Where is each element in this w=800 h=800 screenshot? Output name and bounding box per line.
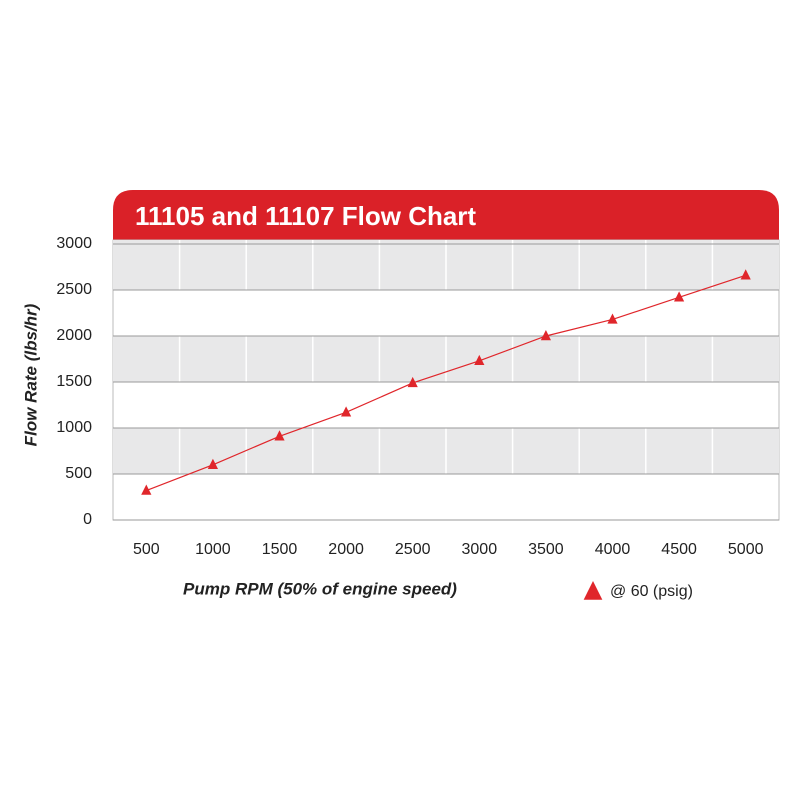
point-marker — [341, 406, 352, 417]
x-tick-label: 4000 — [595, 541, 631, 558]
x-tick-label: 2500 — [395, 541, 431, 558]
point-marker — [274, 430, 285, 441]
y-axis-label: Flow Rate (lbs/hr) — [21, 303, 40, 446]
point-marker — [207, 458, 218, 469]
point-marker — [474, 354, 485, 366]
y-tick-label: 500 — [65, 465, 92, 482]
x-tick-label: 1500 — [262, 541, 298, 558]
point-marker — [540, 330, 551, 341]
title-bar — [113, 190, 779, 240]
point-marker — [141, 484, 152, 495]
y-tick-label: 3000 — [56, 235, 92, 252]
chart-title: 11105 and 11107 Flow Chart — [135, 201, 476, 231]
point-marker — [674, 291, 685, 302]
x-tick-label: 500 — [133, 541, 160, 558]
x-axis-label: Pump RPM (50% of engine speed) — [183, 579, 457, 598]
legend-marker — [583, 581, 603, 600]
x-tick-label: 3500 — [528, 541, 564, 558]
point-marker — [607, 313, 618, 324]
legend-label: @ 60 (psig) — [610, 583, 693, 600]
point-marker — [407, 376, 418, 388]
y-tick-label: 2000 — [56, 327, 92, 344]
x-tick-label: 1000 — [195, 541, 231, 558]
x-tick-label: 4500 — [661, 541, 697, 558]
y-tick-label: 1500 — [56, 373, 92, 390]
x-tick-label: 5000 — [728, 541, 764, 558]
series-line — [146, 274, 746, 492]
y-tick-label: 1000 — [56, 419, 92, 436]
x-tick-label: 2000 — [328, 541, 364, 558]
y-tick-label: 2500 — [56, 281, 92, 298]
x-tick-label: 3000 — [462, 541, 498, 558]
point-marker — [740, 269, 751, 280]
y-tick-label: 0 — [83, 511, 92, 528]
